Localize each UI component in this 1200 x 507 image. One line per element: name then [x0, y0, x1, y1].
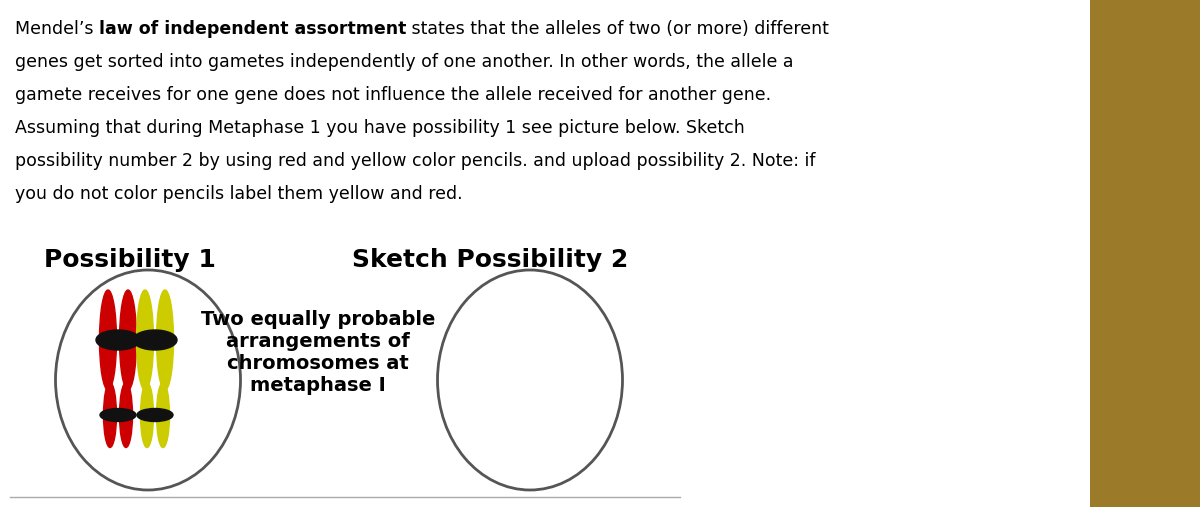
Text: Possibility 1: Possibility 1: [44, 248, 216, 272]
Text: Sketch Possibility 2: Sketch Possibility 2: [352, 248, 628, 272]
Ellipse shape: [137, 290, 154, 390]
Text: Two equally probable
arrangements of
chromosomes at
metaphase I: Two equally probable arrangements of chr…: [200, 310, 436, 395]
Text: possibility number 2 by using red and yellow color pencils. and upload possibili: possibility number 2 by using red and ye…: [14, 152, 816, 170]
Text: genes get sorted into gametes independently of one another. In other words, the : genes get sorted into gametes independen…: [14, 53, 793, 71]
Text: you do not color pencils label them yellow and red.: you do not color pencils label them yell…: [14, 185, 463, 203]
Ellipse shape: [120, 290, 137, 390]
Ellipse shape: [120, 382, 132, 448]
Ellipse shape: [100, 290, 116, 390]
Ellipse shape: [103, 382, 116, 448]
Ellipse shape: [133, 330, 178, 350]
Text: law of independent assortment: law of independent assortment: [98, 20, 407, 38]
Text: Mendel’s: Mendel’s: [14, 20, 98, 38]
Ellipse shape: [96, 330, 140, 350]
Ellipse shape: [140, 382, 154, 448]
Ellipse shape: [137, 409, 173, 421]
Text: gamete receives for one gene does not influence the allele received for another : gamete receives for one gene does not in…: [14, 86, 772, 104]
Text: Assuming that during Metaphase 1 you have possibility 1 see picture below. Sketc: Assuming that during Metaphase 1 you hav…: [14, 119, 745, 137]
Ellipse shape: [156, 290, 174, 390]
Ellipse shape: [156, 382, 169, 448]
Ellipse shape: [100, 409, 136, 421]
Text: states that the alleles of two (or more) different: states that the alleles of two (or more)…: [407, 20, 829, 38]
FancyBboxPatch shape: [1090, 0, 1200, 507]
